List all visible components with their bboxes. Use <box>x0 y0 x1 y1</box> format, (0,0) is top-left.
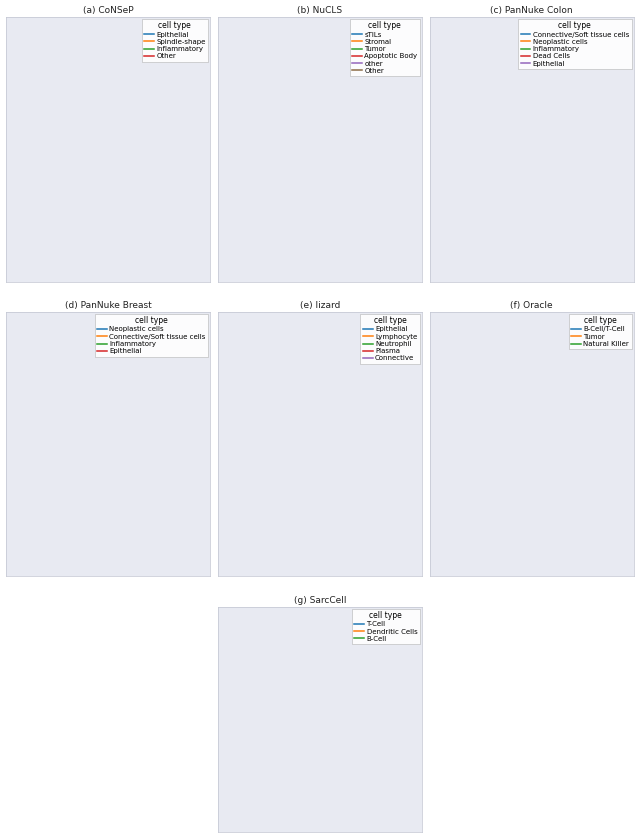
Title: (d) PanNuke Breast: (d) PanNuke Breast <box>65 302 152 310</box>
Legend: Epithelial, Spindle-shape, Inflammatory, Other: Epithelial, Spindle-shape, Inflammatory,… <box>141 18 208 62</box>
Title: (f) Oracle: (f) Oracle <box>511 302 553 310</box>
Title: (g) SarcCell: (g) SarcCell <box>294 596 346 605</box>
Legend: Neoplastic cells, Connective/Soft tissue cells, Inflammatory, Epithelial: Neoplastic cells, Connective/Soft tissue… <box>95 314 208 357</box>
Legend: B-Cell/T-Cell, Tumor, Natural Killer: B-Cell/T-Cell, Tumor, Natural Killer <box>569 314 632 349</box>
Legend: Connective/Soft tissue cells, Neoplastic cells, Inflammatory, Dead Cells, Epithe: Connective/Soft tissue cells, Neoplastic… <box>518 18 632 69</box>
Legend: T-Cell, Dendritic Cells, B-Cell: T-Cell, Dendritic Cells, B-Cell <box>352 609 420 644</box>
Title: (b) NuCLS: (b) NuCLS <box>298 7 342 15</box>
Title: (a) CoNSeP: (a) CoNSeP <box>83 7 134 15</box>
Legend: Epithelial, Lymphocyte, Neutrophil, Plasma, Connective: Epithelial, Lymphocyte, Neutrophil, Plas… <box>360 314 420 364</box>
Title: (c) PanNuke Colon: (c) PanNuke Colon <box>490 7 573 15</box>
Title: (e) lizard: (e) lizard <box>300 302 340 310</box>
Legend: sTILs, Stromal, Tumor, Apoptotic Body, other, Other: sTILs, Stromal, Tumor, Apoptotic Body, o… <box>349 18 420 76</box>
